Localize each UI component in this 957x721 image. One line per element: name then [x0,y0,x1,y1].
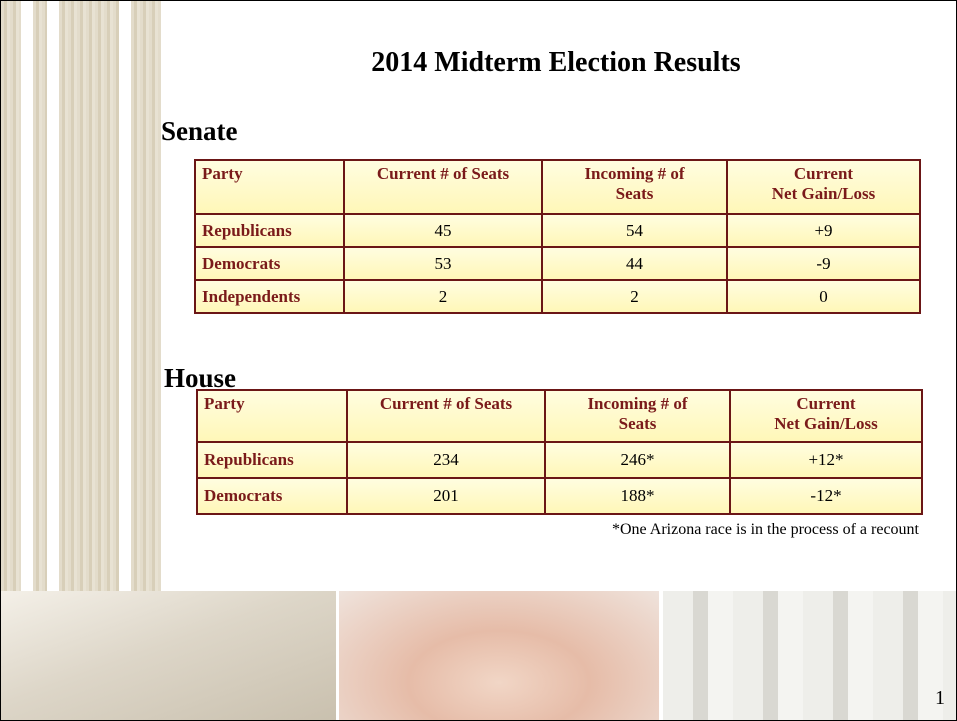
cell: -9 [726,246,921,281]
cell: +9 [726,213,921,248]
header-cell: Incoming # of Seats [544,389,731,443]
header-cell: Current # of Seats [343,159,543,215]
cell: 53 [343,246,543,281]
row-label: Independents [194,279,345,314]
cell: 45 [343,213,543,248]
cell: 54 [541,213,728,248]
handshake-image [339,591,659,720]
cell: +12* [729,441,923,479]
row-label: Democrats [194,246,345,281]
header-text: Seats [618,414,657,433]
header-text: Seats [615,184,654,203]
header-text: Current [793,164,854,183]
header-text: Current # of Seats [376,164,510,183]
decor-stripe [131,1,161,601]
columns-image [663,591,956,720]
data-row: Independents 2 2 0 [194,279,921,314]
data-row: Republicans 234 246* +12* [196,441,923,479]
header-text: Incoming # of [587,394,688,413]
house-table: Party Current # of Seats Incoming # of Seat… [196,389,923,515]
data-row: Republicans 45 54 +9 [194,213,921,248]
header-cell: Incoming # of Seats [541,159,728,215]
header-text: Incoming # of [584,164,685,183]
title: 2014 Midterm Election Results [371,47,741,78]
cell: 44 [541,246,728,281]
cell: 0 [726,279,921,314]
page-number: 1 [935,687,945,709]
header-cell: Party [194,159,345,215]
section-heading: House [164,363,237,393]
row-label: Republicans [196,441,348,479]
cell: 201 [346,477,546,515]
header-text: Current # of Seats [379,394,513,413]
decor-stripe [1,1,21,601]
header-row: Party Current # of Seats Incoming # of Seat… [196,389,923,443]
row-label: Republicans [194,213,345,248]
header-row: Party Current # of Seats Incoming # of Seat… [194,159,921,215]
decor-stripe [59,1,119,601]
decor-stripe [33,1,47,601]
data-row: Democrats 53 44 -9 [194,246,921,281]
header-text: Net Gain/Loss [771,184,876,203]
header-text: Current [796,394,856,413]
header-cell: Current # of Seats [346,389,546,443]
senate-table: Party Current # of Seats Incoming # of Seat… [194,159,921,314]
section-heading: Senate [161,116,238,146]
cell: 2 [343,279,543,314]
cell: -12* [729,477,923,515]
cell: 234 [346,441,546,479]
row-label: Democrats [196,477,348,515]
data-row: Democrats 201 188* -12* [196,477,923,515]
header-cell: Current Net Gain/Loss [729,389,923,443]
header-text: Net Gain/Loss [774,414,878,433]
cell: 246* [544,441,731,479]
cell: 2 [541,279,728,314]
cell: 188* [544,477,731,515]
capitol-image [1,591,336,720]
header-text: Party [204,394,245,413]
footnote: *One Arizona race is in the process of a… [612,521,919,538]
header-cell: Current Net Gain/Loss [726,159,921,215]
header-text: Party [202,164,243,183]
header-cell: Party [196,389,348,443]
